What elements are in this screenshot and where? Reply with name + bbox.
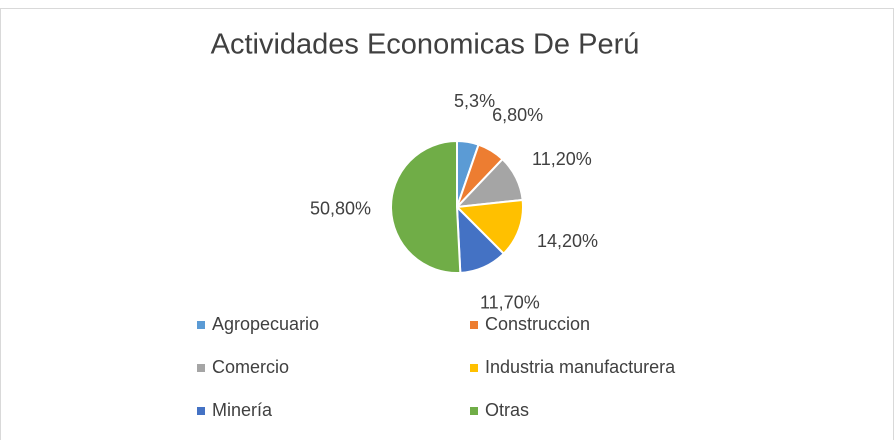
- data-label: 6,80%: [492, 105, 543, 125]
- legend-label: Industria manufacturera: [485, 357, 676, 377]
- legend-label: Agropecuario: [212, 314, 319, 334]
- data-label: 11,20%: [532, 149, 592, 169]
- legend-label: Otras: [485, 400, 529, 420]
- data-label: 50,80%: [310, 198, 371, 218]
- legend-marker: [470, 321, 478, 329]
- data-label: 11,70%: [480, 293, 540, 313]
- legend-marker: [197, 321, 205, 329]
- legend-marker: [197, 364, 205, 372]
- chart-title: Actividades Economicas De Perú: [211, 29, 640, 61]
- data-label: 5,3%: [454, 91, 495, 111]
- pie-slice: [454, 198, 524, 256]
- pie-slice: [390, 139, 462, 274]
- legend-label: Construccion: [485, 314, 590, 334]
- legend-label: Comercio: [212, 357, 289, 377]
- legend-marker: [470, 407, 478, 415]
- legend-marker: [197, 407, 205, 415]
- data-label: 14,20%: [537, 231, 598, 251]
- legend-label: Minería: [212, 400, 273, 420]
- legend-marker: [470, 364, 478, 372]
